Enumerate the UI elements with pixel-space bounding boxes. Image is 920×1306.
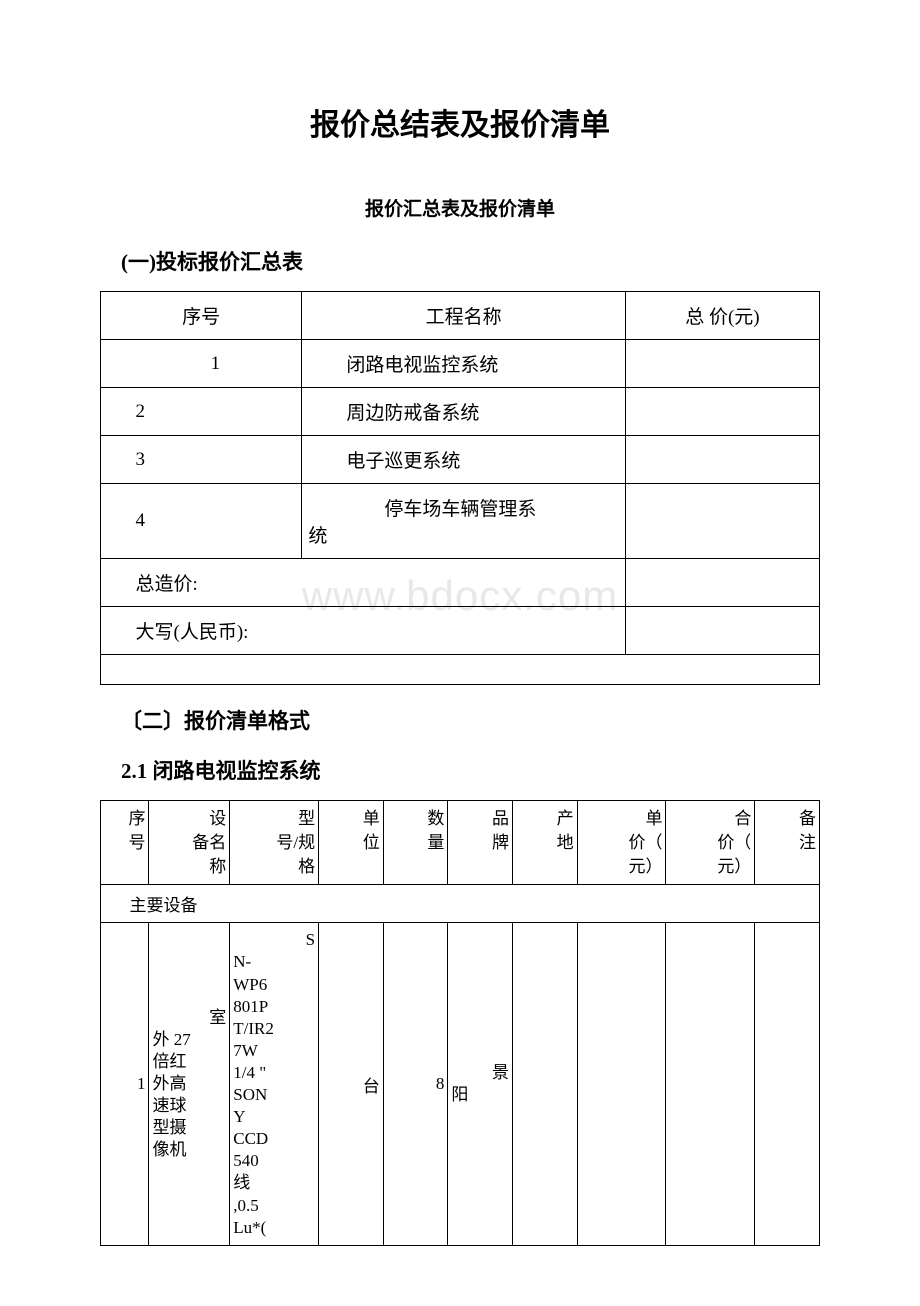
cell-seq: 2	[101, 388, 302, 436]
col-origin-header: 产地	[512, 801, 577, 885]
col-seq-header: 序号	[101, 801, 149, 885]
cell-name: 室外 27倍红外高速球型摄像机	[149, 923, 230, 1245]
cell-price	[625, 340, 819, 388]
cell-brand: 景阳	[448, 923, 513, 1245]
total-row: 总造价:	[101, 559, 820, 607]
cell-tprice	[666, 923, 755, 1245]
subtitle: 报价汇总表及报价清单	[100, 194, 820, 221]
cell-seq: 1	[101, 340, 302, 388]
section2-subsection: 2.1 闭路电视监控系统	[100, 755, 820, 785]
detail-table: 序号 设备名称 型号/规格 单位 数量 品牌 产地 单价（元） 合价（元） 备注…	[100, 800, 820, 1246]
col-qty-header: 数量	[383, 801, 448, 885]
cell-price	[625, 388, 819, 436]
cell-unit: 台	[319, 923, 384, 1245]
col-price-header: 总 价(元)	[625, 292, 819, 340]
cell-name: 电子巡更系统	[302, 436, 626, 484]
empty-cell	[101, 655, 820, 685]
cell-origin	[512, 923, 577, 1245]
cell-uprice	[577, 923, 666, 1245]
col-unit-header: 单位	[319, 801, 384, 885]
empty-row	[101, 655, 820, 685]
col-model-header: 型号/规格	[230, 801, 319, 885]
cell-qty: 8	[383, 923, 448, 1245]
table-row: 2 周边防戒备系统	[101, 388, 820, 436]
col-remark-header: 备注	[755, 801, 820, 885]
cell-name: 闭路电视监控系统	[302, 340, 626, 388]
col-name-header: 工程名称	[302, 292, 626, 340]
cell-remark	[755, 923, 820, 1245]
section2-heading: 〔二〕报价清单格式	[100, 705, 820, 735]
cell-seq: 3	[101, 436, 302, 484]
capital-value	[625, 607, 819, 655]
cell-name: 周边防戒备系统	[302, 388, 626, 436]
col-tprice-header: 合价（元）	[666, 801, 755, 885]
main-title: 报价总结表及报价清单	[100, 100, 820, 144]
col-name-header: 设备名称	[149, 801, 230, 885]
cell-seq: 4	[101, 484, 302, 559]
summary-table: 序号 工程名称 总 价(元) 1 闭路电视监控系统 2 周边防戒备系统 3 电子…	[100, 291, 820, 685]
table-row: 3 电子巡更系统	[101, 436, 820, 484]
capital-row: 大写(人民币):	[101, 607, 820, 655]
cell-model: SN-WP6801PT/IR27W1/4 "SONYCCD540线,0.5Lu*…	[230, 923, 319, 1245]
detail-header-row: 序号 设备名称 型号/规格 单位 数量 品牌 产地 单价（元） 合价（元） 备注	[101, 801, 820, 885]
section1-heading: (一)投标报价汇总表	[100, 246, 820, 276]
col-uprice-header: 单价（元）	[577, 801, 666, 885]
cell-name: 停车场车辆管理系统	[302, 484, 626, 559]
capital-label: 大写(人民币):	[101, 607, 626, 655]
data-row: 1 室外 27倍红外高速球型摄像机 SN-WP6801PT/IR27W1/4 "…	[101, 923, 820, 1245]
total-label: 总造价:	[101, 559, 626, 607]
section-label: 主要设备	[101, 885, 820, 923]
table-header-row: 序号 工程名称 总 价(元)	[101, 292, 820, 340]
table-row: 1 闭路电视监控系统	[101, 340, 820, 388]
cell-price	[625, 436, 819, 484]
cell-seq: 1	[101, 923, 149, 1245]
col-seq-header: 序号	[101, 292, 302, 340]
cell-price	[625, 484, 819, 559]
section-row: 主要设备	[101, 885, 820, 923]
table-row: 4 停车场车辆管理系统	[101, 484, 820, 559]
total-value	[625, 559, 819, 607]
col-brand-header: 品牌	[448, 801, 513, 885]
